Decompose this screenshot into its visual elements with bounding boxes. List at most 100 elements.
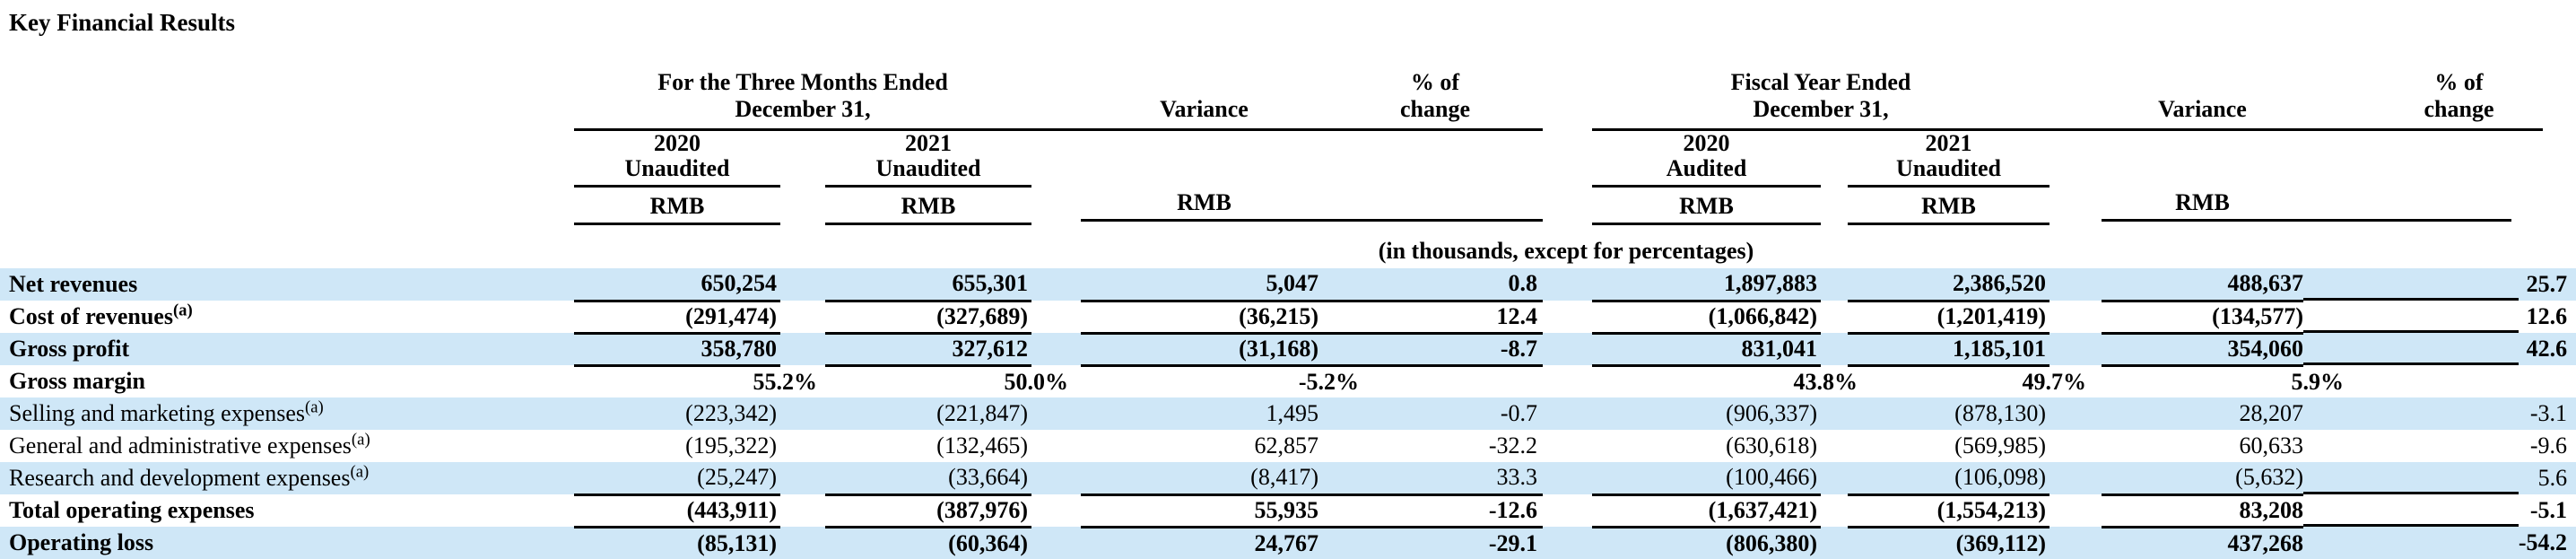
variance-underline: RMB <box>2102 189 2511 222</box>
value-text: 358,780 <box>701 336 778 362</box>
value-cell: 62,857 <box>1081 430 1327 462</box>
fiscal-year-underline-group: Fiscal Year Ended December 31, Variance … <box>1592 69 2543 131</box>
value-cell: -54.2 <box>2303 527 2576 559</box>
spacer-cell <box>1327 131 1543 187</box>
value-text: 83,208 <box>2239 497 2304 523</box>
spacer-cell <box>0 224 556 269</box>
value-cell: 50.0% <box>825 365 1069 397</box>
spacer-cell <box>1081 131 1327 187</box>
spacer-cell <box>2049 333 2102 365</box>
spacer-cell <box>1821 268 1848 301</box>
value-text: -54.2 <box>2518 529 2568 555</box>
value-cell: 358,780 <box>574 333 780 367</box>
value-cell: (106,098) <box>1848 462 2049 496</box>
row-label-text: Total operating expenses <box>9 497 255 523</box>
value-text: (569,985) <box>1954 432 2046 459</box>
value-text: (630,618) <box>1726 432 1817 459</box>
value-text: (223,342) <box>685 400 777 426</box>
three-months-title-line2: December 31, <box>735 96 871 122</box>
value-cell: 655,301 <box>825 268 1031 302</box>
value-cell: (327,689) <box>825 301 1031 335</box>
value-text: (1,554,213) <box>1936 497 2046 523</box>
spacer-cell <box>1543 268 1592 301</box>
value-cell: (906,337) <box>1592 397 1821 430</box>
value-cell: (1,201,419) <box>1848 301 2049 335</box>
value-text: -5.1 <box>2529 497 2568 523</box>
variance-header-fy: Variance <box>2158 96 2247 122</box>
value-cell: 33.3 <box>1327 462 1543 496</box>
value-text: 5.9% <box>2291 368 2345 395</box>
value-cell: -29.1 <box>1327 527 1543 559</box>
table-row: Net revenues 650,254 655,301 5,047 0.8 1… <box>0 268 2576 302</box>
pct-header-line2: change <box>2424 96 2494 122</box>
table-row: General and administrative expenses(a) (… <box>0 430 2576 462</box>
value-cell: (291,474) <box>574 301 780 335</box>
spacer-cell <box>1543 365 1592 397</box>
value-cell: (36,215) <box>1081 301 1327 335</box>
spacer-cell <box>1821 397 1848 430</box>
spacer-cell <box>1543 333 1592 365</box>
value-cell: (387,976) <box>825 494 1031 528</box>
value-text: 1,495 <box>1266 400 1319 426</box>
value-text: 437,268 <box>2227 529 2304 556</box>
table-row: Total operating expenses (443,911) (387,… <box>0 494 2576 528</box>
value-cell: 60,633 <box>2102 430 2304 462</box>
spacer-cell <box>556 301 574 333</box>
spacer-cell <box>2102 131 2303 187</box>
value-text: 42.6 <box>2526 336 2568 362</box>
spacer-cell <box>556 41 574 131</box>
value-cell: 1,185,101 <box>1848 333 2049 367</box>
year-label: 2021 <box>905 130 952 156</box>
spacer-cell <box>1821 187 1848 224</box>
row-label-text: Selling and marketing expenses <box>9 400 305 426</box>
row-label-text: General and administrative expenses <box>9 432 352 459</box>
fiscal-year-title: Fiscal Year Ended December 31, <box>1592 69 2049 123</box>
spacer-cell <box>1031 268 1081 301</box>
value-cell: -5.2% <box>1081 365 1359 397</box>
spacer-cell <box>1543 187 1592 224</box>
spacer-cell <box>1543 527 1592 559</box>
spacer-cell <box>780 131 825 187</box>
value-cell: 49.7% <box>1848 365 2087 397</box>
value-text: 0.8 <box>1508 270 1538 297</box>
value-cell: 5.6 <box>2303 462 2576 494</box>
value-cell: 354,060 <box>2102 333 2303 367</box>
value-cell: 488,637 <box>2102 268 2303 302</box>
value-text: (369,112) <box>1955 529 2046 556</box>
column-header-fy-2021: 2021 Unaudited <box>1848 131 2049 188</box>
row-label-text: Gross margin <box>9 368 145 394</box>
table-row: Cost of revenues(a) (291,474) (327,689) … <box>0 301 2576 335</box>
footnote-marker: (a) <box>172 301 193 320</box>
row-label: Total operating expenses <box>0 494 556 527</box>
row-label-text: Gross profit <box>9 336 130 362</box>
table-row: Gross profit 358,780 327,612 (31,168) -8… <box>0 333 2576 367</box>
spacer-cell <box>556 462 574 494</box>
value-cell: 5,047 <box>1081 268 1327 302</box>
spacer-cell <box>1031 131 1081 187</box>
table-row: Operating loss (85,131) (60,364) 24,767 … <box>0 527 2576 559</box>
spacer-cell <box>1821 301 1848 333</box>
value-text: (85,131) <box>697 529 777 556</box>
value-cell: 83,208 <box>2102 494 2304 528</box>
value-text: 49.7% <box>2022 368 2087 395</box>
spacer-cell <box>2049 187 2102 224</box>
spacer-cell <box>1543 301 1592 333</box>
spacer-cell <box>556 397 574 430</box>
footnote-marker: (a) <box>350 462 370 482</box>
spacer-cell <box>1821 527 1848 559</box>
spacer-cell <box>1543 462 1592 494</box>
value-cell: (878,130) <box>1848 397 2049 430</box>
spacer-cell <box>1543 494 1592 527</box>
value-text: 33.3 <box>1496 464 1538 491</box>
value-cell: (223,342) <box>574 397 780 430</box>
value-text: (5,632) <box>2235 464 2303 491</box>
value-text: -32.2 <box>1488 432 1537 459</box>
row-label-text: Research and development expenses <box>9 465 351 491</box>
spacer-cell <box>0 131 556 187</box>
spacer-cell <box>2049 268 2102 301</box>
value-cell <box>1327 365 1543 397</box>
value-cell: 1,495 <box>1081 397 1327 430</box>
table-row: Research and development expenses(a) (25… <box>0 462 2576 496</box>
value-cell: -8.7 <box>1327 333 1543 367</box>
audit-status-label: Audited <box>1666 155 1747 181</box>
